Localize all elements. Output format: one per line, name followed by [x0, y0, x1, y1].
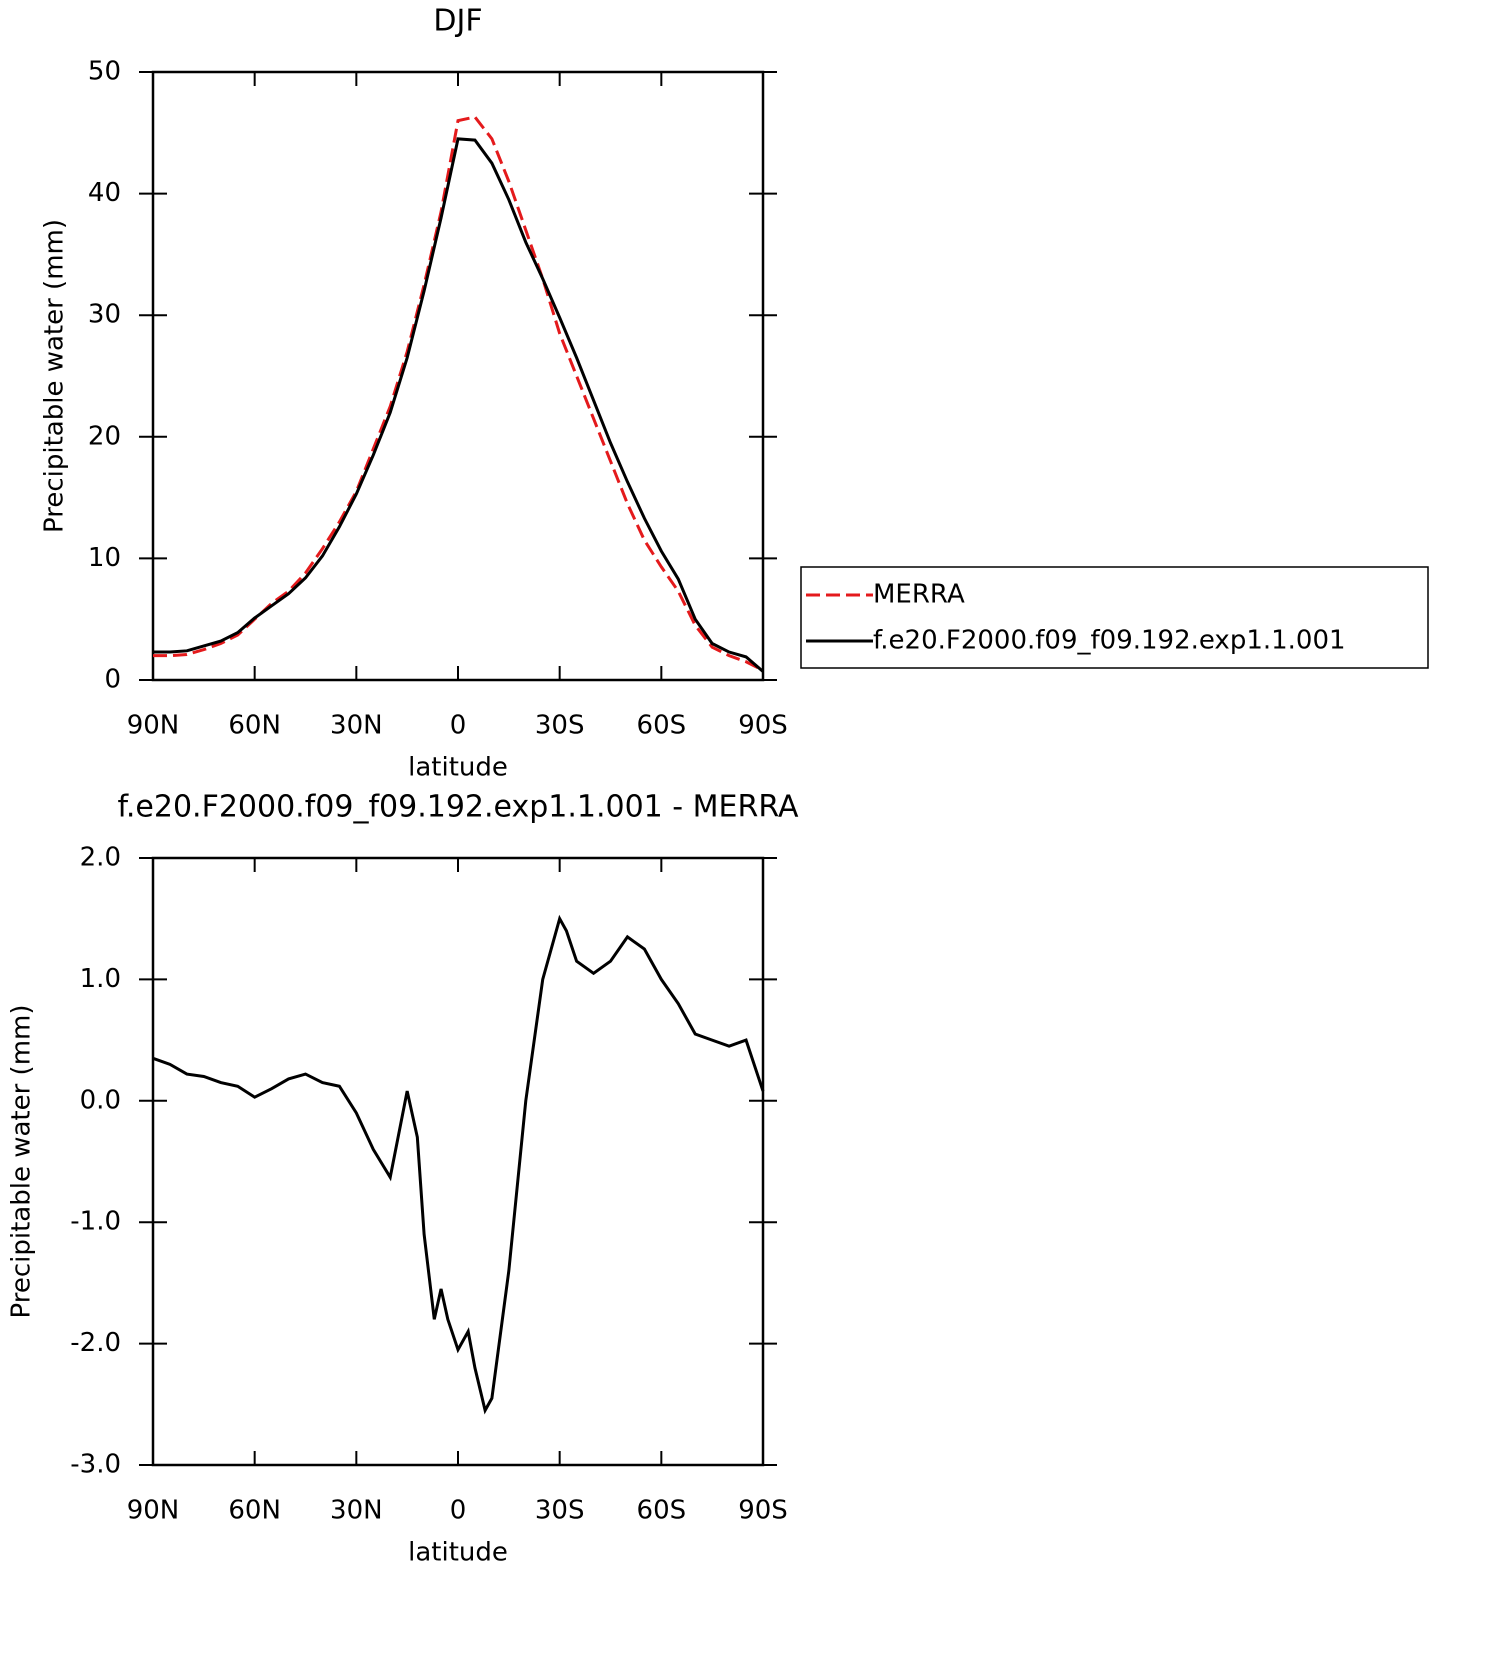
y-tick-label: 10: [88, 543, 121, 573]
plot-frame: [151, 70, 765, 682]
x-tick-label: 60S: [637, 711, 687, 741]
y-tick-label: 0: [104, 665, 121, 695]
y-axis-label: Precipitable water (mm): [40, 219, 70, 533]
legend-box: [800, 566, 1429, 669]
x-tick-label: 90N: [127, 711, 180, 741]
x-tick-label: 90S: [738, 711, 788, 741]
chart-title: DJF: [433, 4, 482, 39]
y-tick-label: 1.0: [80, 964, 121, 994]
y-tick-label: -1.0: [70, 1207, 121, 1237]
x-tick-label: 60N: [228, 711, 281, 741]
x-tick-label: 0: [450, 1496, 467, 1526]
data-line: [153, 137, 764, 673]
data-line: [153, 115, 764, 672]
y-tick-label: 30: [88, 300, 121, 330]
y-tick-label: 2.0: [80, 843, 121, 873]
data-line: [152, 914, 765, 1415]
x-tick-label: 60S: [637, 1496, 687, 1526]
x-axis-label: latitude: [408, 1538, 508, 1568]
legend-label: f.e20.F2000.f09_f09.192.exp1.1.001: [873, 626, 1346, 656]
x-tick-label: 30S: [535, 1496, 585, 1526]
x-tick-label: 30S: [535, 711, 585, 741]
plot-frame: [151, 856, 765, 1467]
y-tick-label: -3.0: [70, 1450, 121, 1480]
chart-title: f.e20.F2000.f09_f09.192.exp1.1.001 - MER…: [118, 790, 799, 825]
x-tick-label: 60N: [228, 1496, 281, 1526]
y-tick-label: 40: [88, 178, 121, 208]
y-tick-label: -2.0: [70, 1328, 121, 1358]
y-axis-label: Precipitable water (mm): [7, 1005, 37, 1319]
y-tick-label: 50: [88, 57, 121, 87]
y-tick-label: 0.0: [80, 1085, 121, 1115]
x-tick-label: 90S: [738, 1496, 788, 1526]
y-tick-label: 20: [88, 421, 121, 451]
legend-label: MERRA: [873, 580, 965, 610]
x-axis-label: latitude: [408, 753, 508, 783]
x-tick-label: 30N: [330, 711, 383, 741]
x-tick-label: 30N: [330, 1496, 383, 1526]
x-tick-label: 90N: [127, 1496, 180, 1526]
x-tick-label: 0: [450, 711, 467, 741]
